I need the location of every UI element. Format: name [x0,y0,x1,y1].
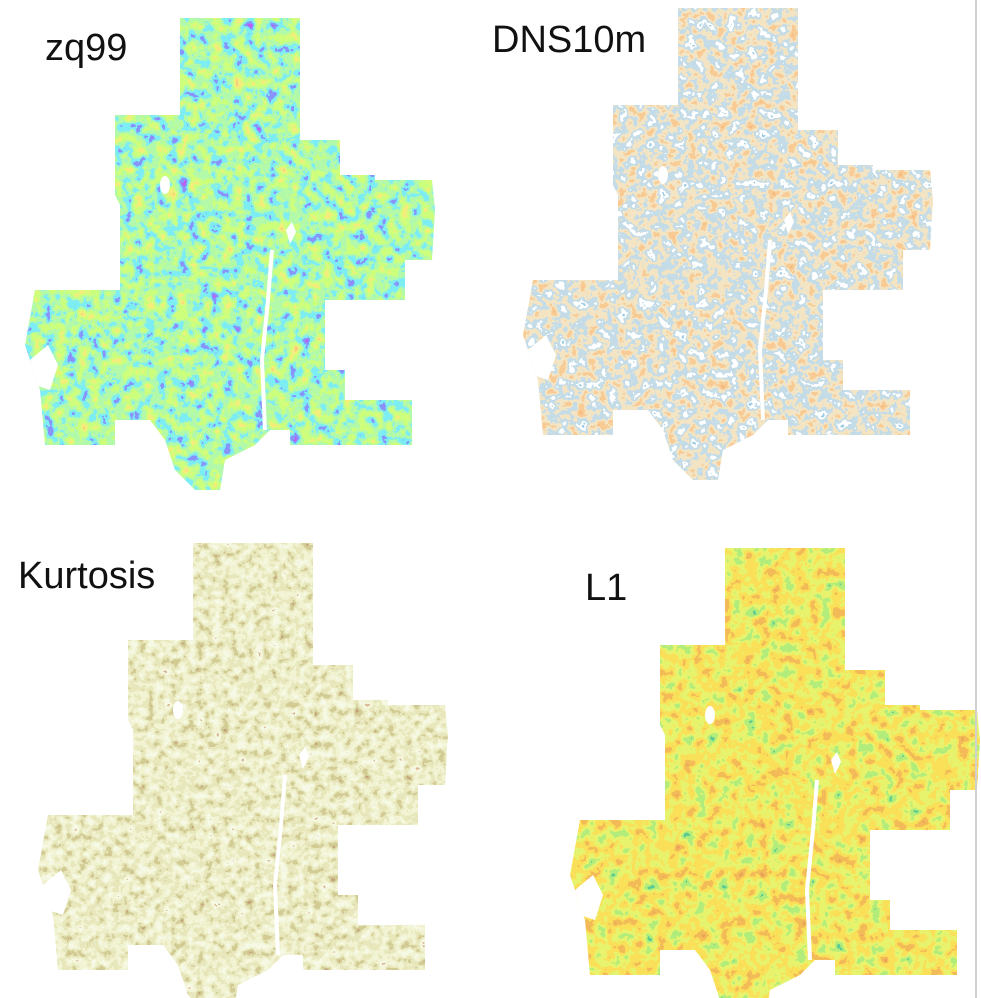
gap [705,706,715,724]
map-raster [518,5,938,485]
map-panel [518,5,938,485]
map-panel [565,545,981,998]
gap [160,176,170,194]
panel-label: L1 [585,567,627,609]
figure: zq99 DNS10m Kurtosis L1 [0,0,981,998]
map-panel [33,540,453,998]
map-panel [20,15,440,495]
panel-label: DNS10m [492,19,646,61]
map-raster [33,540,453,998]
raster-texture [33,540,453,998]
panels: zq99 DNS10m Kurtosis L1 [18,5,981,998]
panel-label: Kurtosis [18,555,155,597]
map-raster [20,15,440,495]
gap [658,166,668,184]
raster-texture [20,15,440,495]
map-raster [565,545,981,998]
page: zq99DNS10mKurtosisL1 (() => { const data… [0,0,981,998]
gap [173,701,183,719]
panel-label: zq99 [45,27,127,69]
raster-texture [565,545,981,998]
raster-texture [518,5,938,485]
